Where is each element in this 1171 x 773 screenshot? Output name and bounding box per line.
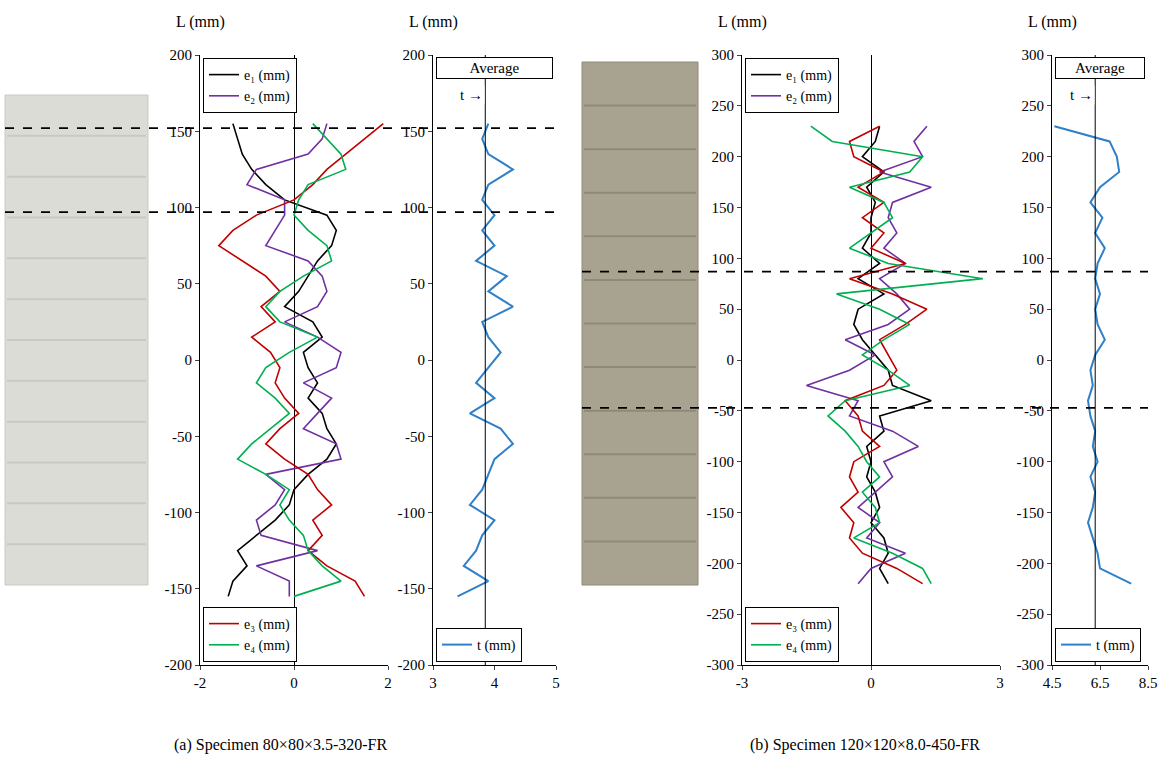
- svg-text:-50: -50: [172, 429, 192, 445]
- svg-text:50: 50: [719, 301, 734, 317]
- svg-text:200: 200: [712, 149, 735, 165]
- svg-text:3: 3: [996, 675, 1004, 691]
- svg-text:8.5: 8.5: [1139, 675, 1158, 691]
- svg-text:0: 0: [1037, 352, 1045, 368]
- svg-text:L (mm): L (mm): [176, 13, 225, 31]
- svg-text:-100: -100: [165, 505, 193, 521]
- svg-text:-50: -50: [1024, 403, 1044, 419]
- svg-text:t (mm): t (mm): [1096, 638, 1135, 654]
- svg-text:-150: -150: [398, 581, 426, 597]
- svg-text:250: 250: [1022, 98, 1045, 114]
- svg-text:300: 300: [712, 47, 735, 63]
- svg-text:0: 0: [418, 352, 426, 368]
- svg-text:-3: -3: [736, 675, 749, 691]
- svg-text:250: 250: [712, 98, 735, 114]
- svg-text:150: 150: [170, 124, 193, 140]
- svg-text:50: 50: [410, 276, 425, 292]
- svg-text:(a) Specimen 80×80×3.5-320-FR: (a) Specimen 80×80×3.5-320-FR: [174, 736, 387, 754]
- svg-text:-150: -150: [165, 581, 193, 597]
- svg-text:0: 0: [727, 352, 735, 368]
- svg-text:150: 150: [712, 200, 735, 216]
- svg-text:t →: t →: [1070, 87, 1093, 103]
- svg-text:-200: -200: [398, 657, 426, 673]
- svg-text:-250: -250: [707, 606, 735, 622]
- svg-text:L (mm): L (mm): [718, 13, 767, 31]
- svg-text:e₁ (mm): e₁ (mm): [786, 68, 832, 84]
- svg-text:-150: -150: [707, 505, 735, 521]
- svg-text:L (mm): L (mm): [1028, 13, 1077, 31]
- svg-text:-250: -250: [1017, 606, 1045, 622]
- svg-text:e₁ (mm): e₁ (mm): [244, 68, 290, 84]
- svg-text:6.5: 6.5: [1091, 675, 1110, 691]
- svg-text:-300: -300: [1017, 657, 1045, 673]
- svg-text:50: 50: [1029, 301, 1044, 317]
- svg-text:t (mm): t (mm): [477, 638, 516, 654]
- svg-text:-150: -150: [1017, 505, 1045, 521]
- svg-text:-50: -50: [714, 403, 734, 419]
- svg-text:L (mm): L (mm): [409, 13, 458, 31]
- svg-text:e₄ (mm): e₄ (mm): [786, 638, 832, 654]
- svg-text:150: 150: [1022, 200, 1045, 216]
- svg-text:100: 100: [403, 200, 426, 216]
- svg-text:200: 200: [403, 47, 426, 63]
- svg-text:-100: -100: [398, 505, 426, 521]
- svg-text:Average: Average: [469, 60, 519, 76]
- svg-text:Average: Average: [1075, 60, 1125, 76]
- svg-text:0: 0: [290, 675, 298, 691]
- svg-text:0: 0: [867, 675, 875, 691]
- svg-text:-200: -200: [707, 556, 735, 572]
- svg-text:2: 2: [384, 675, 392, 691]
- svg-text:(b) Specimen 120×120×8.0-450-F: (b) Specimen 120×120×8.0-450-FR: [750, 736, 980, 754]
- svg-text:3: 3: [429, 675, 437, 691]
- svg-text:t →: t →: [460, 87, 483, 103]
- svg-text:-200: -200: [1017, 556, 1045, 572]
- svg-text:-100: -100: [1017, 454, 1045, 470]
- svg-text:-2: -2: [194, 675, 207, 691]
- svg-text:e₂ (mm): e₂ (mm): [244, 89, 290, 105]
- svg-text:-100: -100: [707, 454, 735, 470]
- svg-text:-200: -200: [165, 657, 193, 673]
- svg-text:5: 5: [552, 675, 560, 691]
- svg-text:50: 50: [177, 276, 192, 292]
- svg-text:200: 200: [1022, 149, 1045, 165]
- svg-text:4: 4: [491, 675, 499, 691]
- svg-text:100: 100: [712, 251, 735, 267]
- svg-text:100: 100: [170, 200, 193, 216]
- svg-text:e₃ (mm): e₃ (mm): [244, 617, 290, 633]
- svg-text:-50: -50: [405, 429, 425, 445]
- svg-text:4.5: 4.5: [1043, 675, 1062, 691]
- svg-text:-300: -300: [707, 657, 735, 673]
- svg-text:150: 150: [403, 124, 426, 140]
- svg-text:0: 0: [185, 352, 193, 368]
- svg-text:e₃ (mm): e₃ (mm): [786, 617, 832, 633]
- svg-text:100: 100: [1022, 251, 1045, 267]
- svg-text:e₄ (mm): e₄ (mm): [244, 638, 290, 654]
- svg-text:e₂ (mm): e₂ (mm): [786, 89, 832, 105]
- svg-text:300: 300: [1022, 47, 1045, 63]
- svg-text:200: 200: [170, 47, 193, 63]
